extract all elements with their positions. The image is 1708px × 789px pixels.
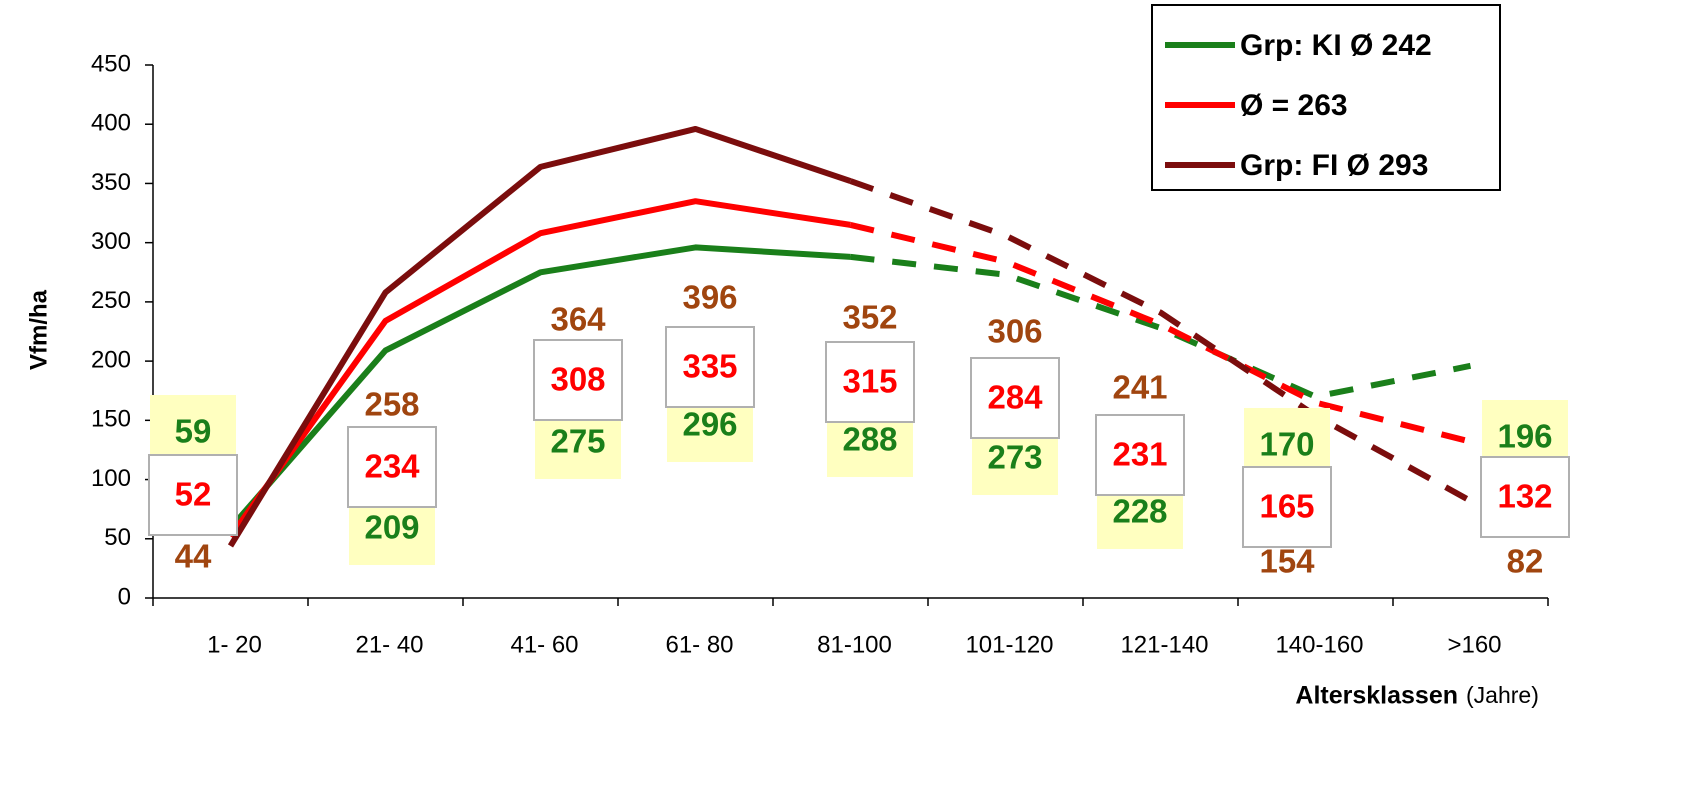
y-tick-label: 350 [91, 169, 131, 196]
y-axis-label: Vfm/ha [25, 289, 52, 370]
legend-label: Grp: KI Ø 242 [1240, 29, 1432, 62]
line-solid [228, 198, 851, 539]
x-tick-label: 81-100 [817, 631, 892, 658]
data-label: 296 [682, 406, 737, 443]
line-solid [227, 125, 852, 548]
data-label: 196 [1497, 418, 1552, 455]
y-tick-label: 200 [91, 346, 131, 373]
x-tick-label: 61- 80 [665, 631, 733, 658]
data-label: 228 [1112, 493, 1167, 530]
y-tick-label: 250 [91, 287, 131, 314]
label-box [665, 326, 755, 408]
x-tick-label: 21- 40 [355, 631, 423, 658]
y-tick-label: 50 [104, 524, 131, 551]
data-label: 59 [175, 413, 212, 450]
line-solid [228, 244, 851, 531]
x-tick-label: >160 [1447, 631, 1501, 658]
data-label: 234 [364, 448, 420, 485]
x-axis-unit: (Jahre) [1466, 682, 1539, 708]
label-box [533, 339, 623, 421]
label-box [1242, 466, 1332, 548]
data-label: 165 [1259, 488, 1314, 525]
legend-box [1151, 4, 1501, 191]
y-tick-label: 100 [91, 465, 131, 492]
y-tick-label: 450 [91, 50, 131, 77]
data-label: 308 [550, 361, 605, 398]
data-label: 82 [1507, 543, 1544, 580]
legend-label: Ø = 263 [1240, 89, 1348, 122]
label-box [970, 357, 1060, 439]
data-label: 241 [1112, 369, 1167, 406]
legend-label: Grp: FI Ø 293 [1240, 149, 1428, 182]
data-label: 364 [550, 301, 606, 338]
y-tick-label: 300 [91, 228, 131, 255]
line-dashed [849, 178, 1472, 504]
data-label: 52 [175, 476, 212, 513]
label-box [1095, 414, 1185, 496]
data-label: 396 [682, 279, 737, 316]
data-label: 44 [175, 538, 212, 575]
label-box [148, 454, 238, 536]
line-dashed [850, 253, 1472, 400]
data-label: 154 [1259, 543, 1315, 580]
data-label: 284 [987, 379, 1043, 416]
data-label: 231 [1112, 436, 1167, 473]
x-tick-label: 101-120 [965, 631, 1053, 658]
data-label: 335 [682, 348, 737, 385]
data-label: 273 [987, 439, 1042, 476]
label-box [1480, 456, 1570, 538]
data-label: 170 [1259, 426, 1314, 463]
y-tick-label: 400 [91, 110, 131, 137]
x-tick-label: 41- 60 [510, 631, 578, 658]
data-label: 315 [842, 363, 897, 400]
line-dashed [849, 221, 1472, 445]
x-tick-label: 140-160 [1275, 631, 1363, 658]
data-label: 306 [987, 313, 1042, 350]
x-tick-label: 1- 20 [207, 631, 262, 658]
data-label: 288 [842, 421, 897, 458]
y-tick-label: 150 [91, 406, 131, 433]
data-label: 132 [1497, 478, 1552, 515]
y-tick-label: 0 [118, 583, 131, 610]
data-label: 258 [364, 386, 419, 423]
label-box [347, 426, 437, 508]
data-label: 352 [842, 299, 897, 336]
data-label: 275 [550, 423, 605, 460]
x-tick-label: 121-140 [1120, 631, 1208, 658]
label-box [825, 341, 915, 423]
x-axis-label: Altersklassen [1295, 682, 1458, 710]
data-label: 209 [364, 509, 419, 546]
